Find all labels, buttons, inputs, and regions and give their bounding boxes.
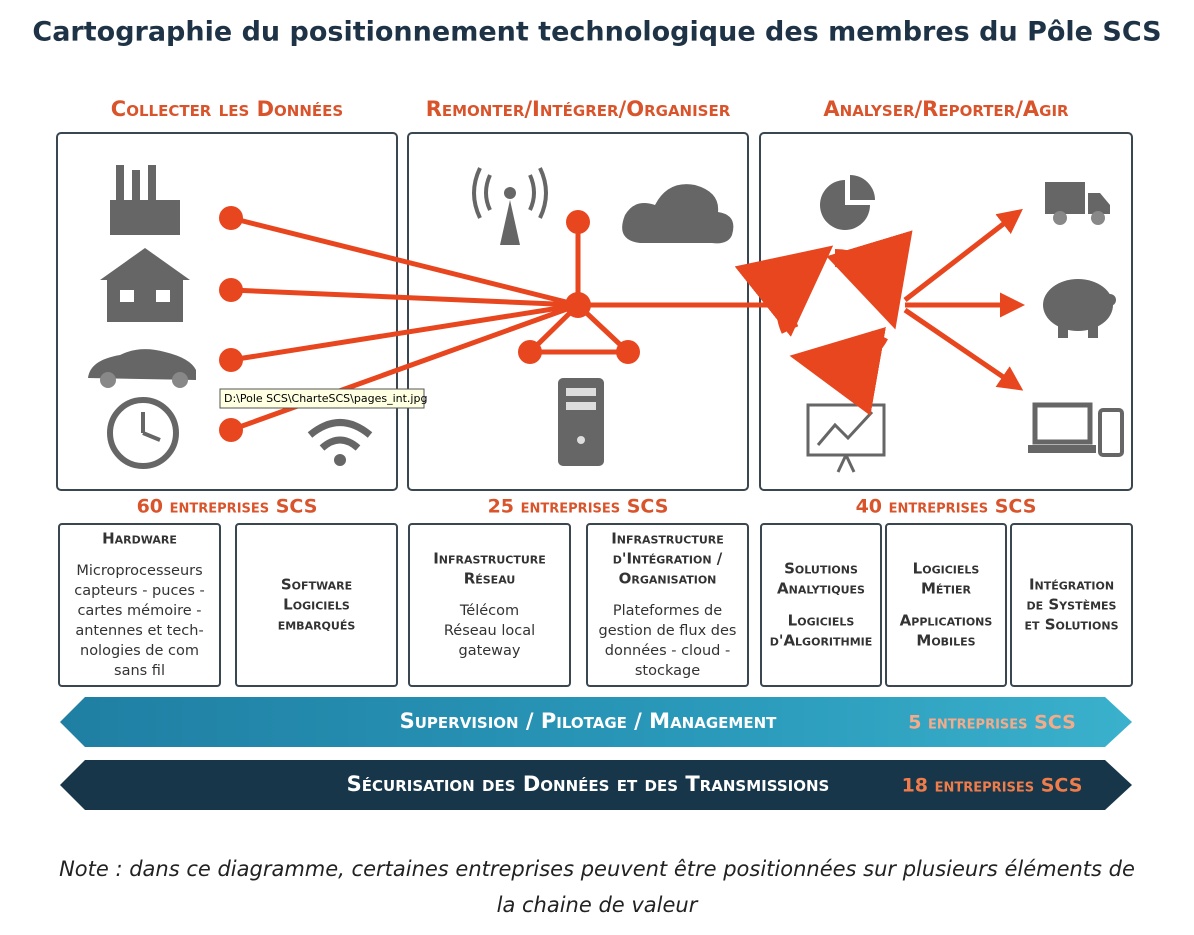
boxes bbox=[58, 523, 1133, 687]
box-text: Microprocesseurs bbox=[76, 563, 202, 579]
box-text: capteurs - puces - bbox=[74, 583, 205, 599]
title: Cartographie du positionnement technolog… bbox=[32, 17, 1161, 48]
box-heading: Applications bbox=[900, 612, 993, 630]
box-heading: Mobiles bbox=[916, 632, 975, 650]
icons bbox=[88, 165, 1124, 473]
count-label: 40 entreprises SCS bbox=[856, 496, 1037, 518]
box-heading: d'Intégration / bbox=[613, 550, 723, 568]
box bbox=[760, 523, 882, 687]
box-heading: Métier bbox=[921, 580, 972, 598]
box-heading: Analytiques bbox=[777, 580, 865, 598]
box-heading: Logiciels bbox=[283, 596, 350, 614]
box bbox=[1010, 523, 1133, 687]
band-count: 18 entreprises SCS bbox=[902, 775, 1083, 797]
box-heading: Réseau bbox=[464, 570, 516, 588]
band-label: Supervision / Pilotage / Management bbox=[400, 709, 777, 733]
count-label: 25 entreprises SCS bbox=[488, 496, 669, 518]
box bbox=[235, 523, 398, 687]
box-heading: Logiciels bbox=[788, 612, 855, 630]
box-heading: embarqués bbox=[278, 616, 356, 634]
tooltip-box bbox=[219, 388, 425, 409]
network bbox=[219, 206, 1025, 442]
box-heading: Organisation bbox=[619, 570, 717, 588]
box-text: Plateformes de bbox=[613, 603, 722, 619]
box bbox=[408, 523, 571, 687]
note: Note : dans ce diagramme, certaines entr… bbox=[59, 857, 1135, 881]
band-label: Sécurisation des Données et des Transmis… bbox=[347, 772, 830, 796]
box-heading: Infrastructure bbox=[611, 530, 724, 548]
note: la chaine de valeur bbox=[497, 893, 699, 917]
column-heading: Remonter/Intégrer/Organiser bbox=[426, 97, 731, 121]
box-text: antennes et tech- bbox=[75, 623, 203, 639]
box-heading: Software bbox=[281, 576, 352, 594]
box-text: Réseau local bbox=[444, 623, 535, 639]
band-arrow bbox=[60, 697, 1132, 747]
box-text: stockage bbox=[635, 663, 700, 679]
box bbox=[58, 523, 221, 687]
band-count: 5 entreprises SCS bbox=[908, 712, 1076, 734]
box-heading: Logiciels bbox=[913, 560, 980, 578]
box bbox=[885, 523, 1007, 687]
box-text: Télécom bbox=[459, 603, 519, 619]
box-text: nologies de com bbox=[80, 643, 199, 659]
count-label: 60 entreprises SCS bbox=[137, 496, 318, 518]
column-heading: Collecter les Données bbox=[111, 97, 343, 121]
box-text: sans fil bbox=[114, 663, 165, 679]
box-text: gateway bbox=[458, 643, 520, 659]
box-text: cartes mémoire - bbox=[77, 603, 201, 619]
column-heading: Analyser/Reporter/Agir bbox=[823, 97, 1069, 121]
box-heading: de Systèmes bbox=[1027, 596, 1117, 614]
box-text: gestion de flux des bbox=[599, 623, 737, 639]
box-heading: et Solutions bbox=[1024, 616, 1118, 634]
box-heading: Hardware bbox=[102, 530, 177, 548]
box-heading: Intégration bbox=[1029, 576, 1114, 594]
box-text: données - cloud - bbox=[605, 643, 730, 659]
box bbox=[586, 523, 749, 687]
box-heading: Solutions bbox=[784, 560, 858, 578]
box-heading: Infrastructure bbox=[433, 550, 546, 568]
band-arrow bbox=[60, 760, 1132, 810]
box-heading: d'Algorithmie bbox=[770, 632, 873, 650]
tooltip: D:\Pole SCS\CharteSCS\pages_int.jpg bbox=[224, 392, 427, 405]
